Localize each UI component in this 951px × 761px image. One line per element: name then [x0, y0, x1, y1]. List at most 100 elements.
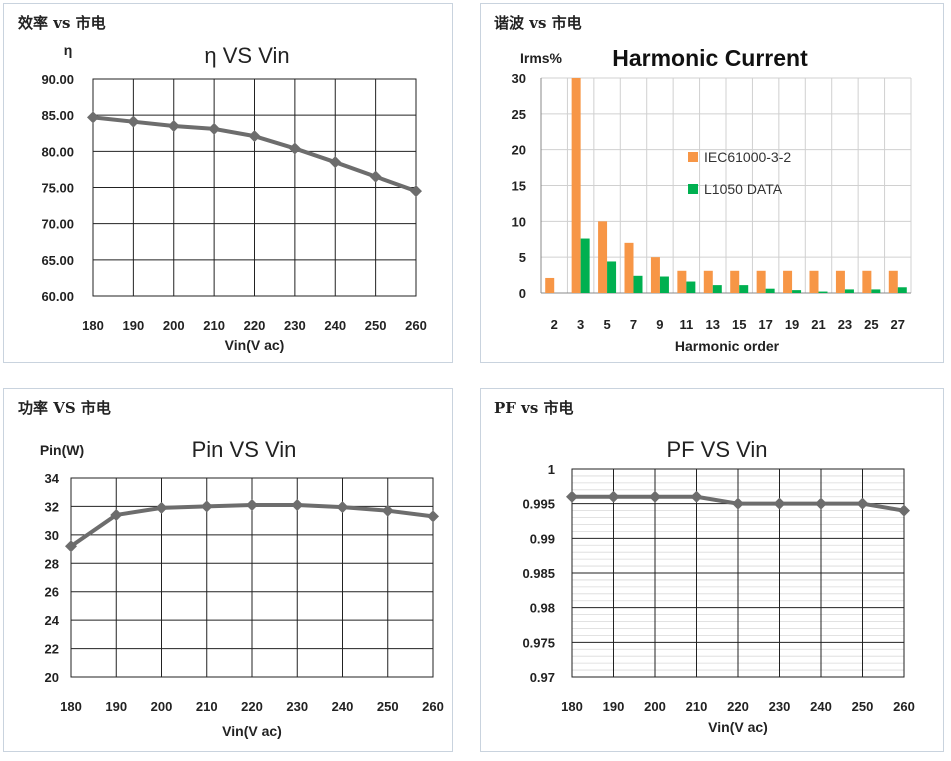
harm-y-tick-label: 0: [519, 286, 526, 301]
eff-data-point: [208, 122, 221, 135]
pin-data-point: [155, 501, 168, 514]
harm-y-tick-label: 30: [512, 71, 526, 86]
eff-data-point: [127, 115, 140, 128]
pf-x-axis-label: Vin(V ac): [708, 719, 768, 735]
pf-y-tick-label: 0.995: [522, 497, 555, 512]
pin-panel-label: 功率 VS 市电: [18, 399, 111, 417]
eff-x-tick-label: 210: [203, 318, 225, 333]
pin-x-tick-label: 200: [151, 699, 173, 714]
harm-bar-iec: [677, 270, 687, 293]
pf-x-tick-label: 230: [769, 699, 791, 714]
harm-bar-iec: [571, 78, 581, 293]
pf-x-tick-label: 190: [603, 699, 625, 714]
pf-x-tick-label: 180: [561, 699, 583, 714]
harm-bar-l1050: [580, 238, 590, 293]
pf-panel-label: PF vs 市电: [494, 399, 574, 417]
harm-bar-l1050: [792, 290, 802, 293]
harm-legend-swatch: [688, 184, 698, 194]
harm-x-tick-label: 13: [706, 317, 720, 332]
harm-x-tick-label: 5: [603, 317, 610, 332]
pin-y-tick-label: 30: [45, 528, 59, 543]
harm-bar-l1050: [818, 291, 828, 293]
pf-x-tick-label: 240: [810, 699, 832, 714]
harm-bar-l1050: [659, 276, 669, 293]
harm-bar-l1050: [686, 281, 696, 293]
harm-x-tick-label: 3: [577, 317, 584, 332]
pin-x-tick-label: 180: [60, 699, 82, 714]
pin-y-tick-label: 22: [45, 642, 59, 657]
eff-x-tick-label: 230: [284, 318, 306, 333]
harm-y-tick-label: 5: [519, 250, 526, 265]
eff-y-axis-label: η: [64, 42, 73, 58]
harm-x-tick-label: 17: [758, 317, 772, 332]
eff-x-tick-label: 250: [365, 318, 387, 333]
harm-x-tick-label: 7: [630, 317, 637, 332]
pin-y-axis-label: Pin(W): [40, 442, 84, 458]
harm-legend-swatch: [688, 152, 698, 162]
pf-x-tick-label: 210: [686, 699, 708, 714]
harm-x-axis-label: Harmonic order: [675, 338, 780, 354]
eff-data-point: [288, 142, 301, 155]
pin-x-tick-label: 230: [286, 699, 308, 714]
pf-data-point: [856, 497, 869, 510]
pf-data-point: [732, 497, 744, 510]
pin-x-tick-label: 250: [377, 699, 399, 714]
pin-data-point: [246, 499, 258, 512]
harm-legend-label: IEC61000-3-2: [704, 149, 791, 165]
pf-y-tick-label: 0.99: [530, 531, 555, 546]
pin-plot-border: [70, 477, 434, 678]
harmonic-panel-label: 谐波 vs 市电: [494, 14, 582, 32]
pf-y-tick-label: 0.985: [522, 566, 555, 581]
harm-bar-l1050: [607, 261, 617, 293]
eff-chart-title: η VS Vin: [204, 43, 289, 68]
efficiency-panel-label: 效率 vs 市电: [18, 14, 106, 32]
pin-data-point: [336, 501, 349, 514]
harmonic-panel: [480, 3, 944, 363]
pf-y-tick-label: 1: [548, 462, 555, 477]
pin-x-tick-label: 240: [332, 699, 354, 714]
harm-x-tick-label: 15: [732, 317, 746, 332]
eff-x-tick-label: 190: [123, 318, 145, 333]
pin-data-point: [427, 510, 439, 523]
harm-y-tick-label: 10: [512, 214, 526, 229]
pf-x-tick-label: 260: [893, 699, 915, 714]
harm-bar-iec: [650, 257, 660, 293]
pf-data-point: [773, 497, 786, 510]
harm-bar-l1050: [633, 275, 643, 293]
eff-x-tick-label: 220: [244, 318, 266, 333]
eff-y-tick-label: 75.00: [41, 181, 74, 196]
eff-x-tick-label: 260: [405, 318, 427, 333]
pf-y-tick-label: 0.975: [522, 635, 555, 650]
harm-x-tick-label: 23: [838, 317, 852, 332]
harm-y-tick-label: 25: [512, 107, 526, 122]
pf-data-point: [815, 497, 827, 510]
pin-data-point: [291, 499, 304, 512]
pf-panel: [480, 388, 944, 752]
pf-data-point: [898, 504, 910, 517]
harm-bar-iec: [862, 270, 872, 293]
harm-bar-l1050: [765, 288, 775, 293]
harm-bar-iec: [598, 221, 608, 293]
pin-y-tick-label: 32: [45, 499, 59, 514]
harm-bar-l1050: [871, 289, 881, 293]
pf-data-point: [649, 490, 661, 503]
pf-x-tick-label: 220: [727, 699, 749, 714]
harm-bar-iec: [703, 270, 713, 293]
pin-y-tick-label: 26: [45, 585, 59, 600]
harm-x-tick-label: 9: [656, 317, 663, 332]
harm-bar-iec: [888, 270, 898, 293]
harm-x-tick-label: 27: [891, 317, 905, 332]
eff-data-point: [167, 120, 180, 133]
pf-y-tick-label: 0.97: [530, 670, 555, 685]
harm-bar-l1050: [844, 289, 854, 293]
pf-data-point: [690, 490, 703, 503]
harm-bar-l1050: [739, 285, 749, 293]
harm-chart-title: Harmonic Current: [612, 45, 808, 71]
eff-y-tick-label: 65.00: [41, 253, 74, 268]
harm-y-tick-label: 15: [512, 179, 526, 194]
harm-bar-iec: [835, 270, 845, 293]
harm-bar-iec: [809, 270, 819, 293]
harm-bar-iec: [730, 270, 740, 293]
eff-x-axis-label: Vin(V ac): [225, 337, 285, 353]
harm-x-tick-label: 19: [785, 317, 799, 332]
